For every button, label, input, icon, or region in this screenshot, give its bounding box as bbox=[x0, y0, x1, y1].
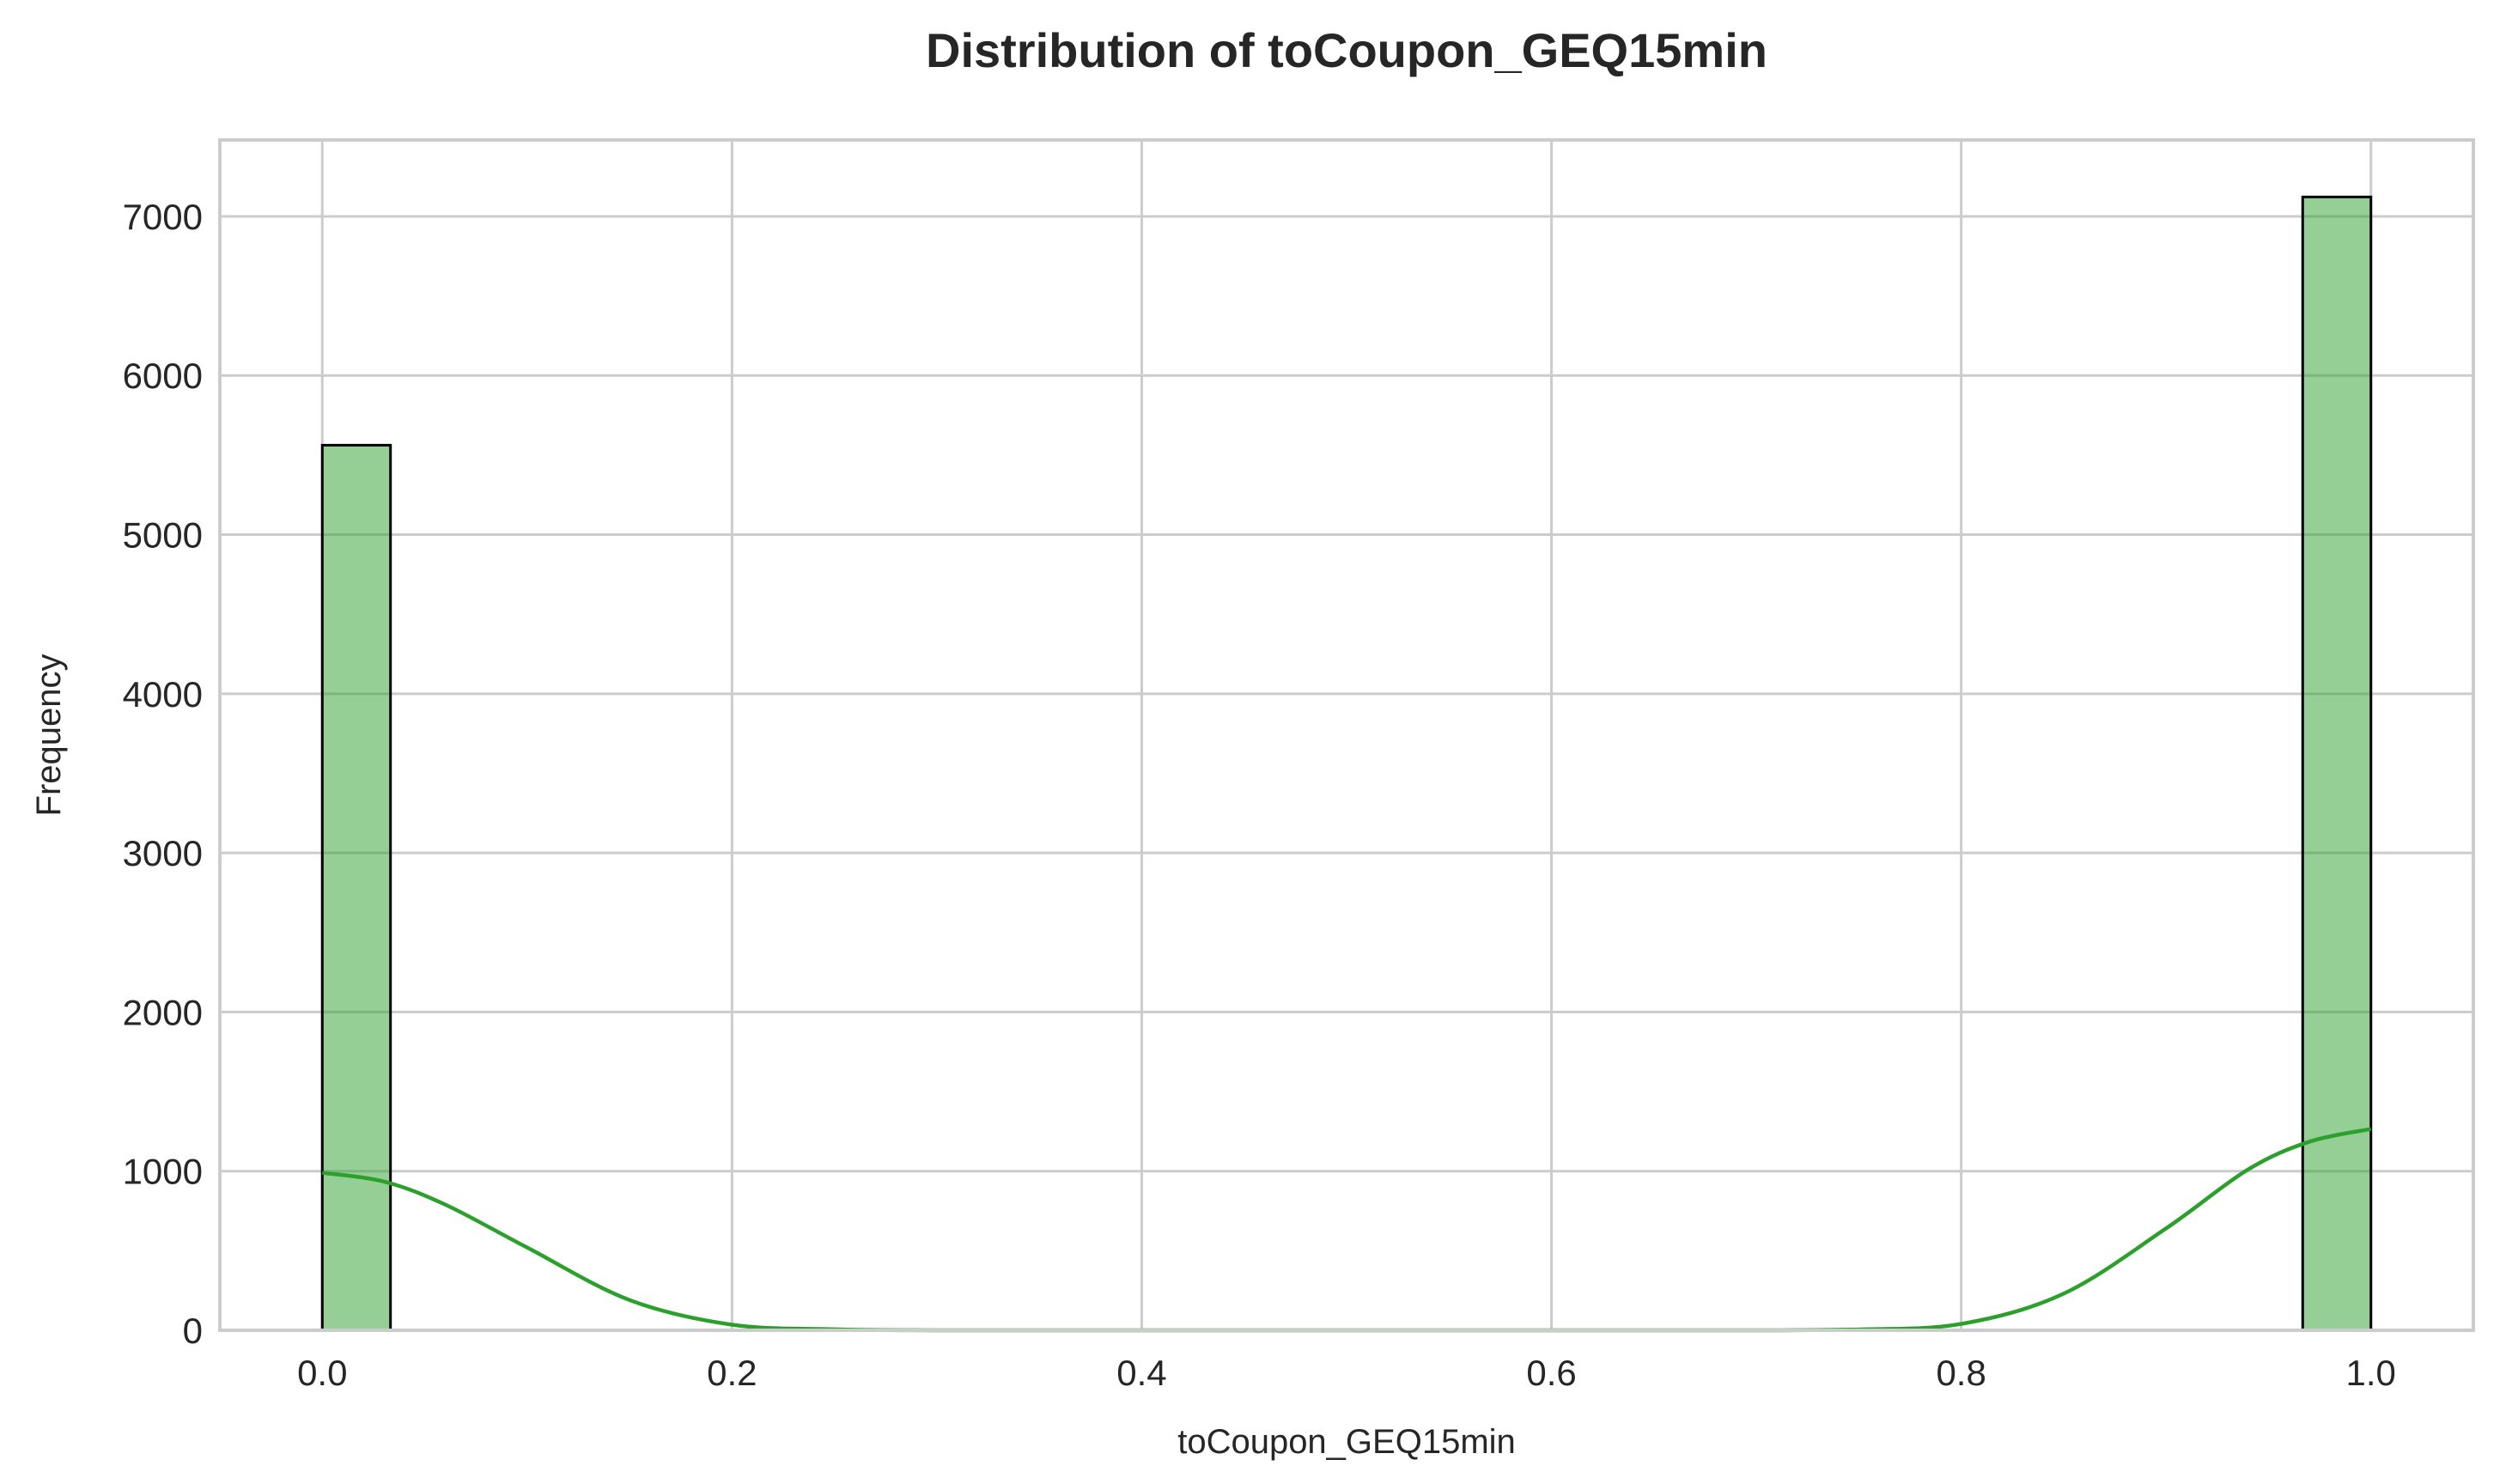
histogram-bar bbox=[320, 443, 392, 1332]
y-axis-label: Frequency bbox=[30, 654, 68, 817]
tick-layer: 0.0 0.2 0.4 0.6 0.8 1.0 0 1000 2000 3000 4000 5000 6… bbox=[123, 197, 2396, 1393]
y-tick-label: 4000 bbox=[123, 674, 203, 715]
plot-frame bbox=[218, 138, 2475, 1332]
bar-layer bbox=[320, 195, 2373, 1332]
x-tick-label: 1.0 bbox=[2346, 1353, 2396, 1393]
y-tick-label: 0 bbox=[183, 1311, 203, 1351]
histogram-bar bbox=[2301, 195, 2373, 1332]
y-tick-label: 5000 bbox=[123, 515, 203, 556]
kde-layer bbox=[321, 1127, 2372, 1333]
y-tick-label: 1000 bbox=[123, 1152, 203, 1192]
x-tick-label: 0.6 bbox=[1526, 1353, 1576, 1393]
kde-curve bbox=[321, 1127, 2372, 1333]
x-tick-label: 0.0 bbox=[297, 1353, 347, 1393]
grid-layer bbox=[220, 140, 2473, 1332]
x-tick-label: 0.2 bbox=[707, 1353, 757, 1393]
x-tick-label: 0.8 bbox=[1936, 1353, 1986, 1393]
y-tick-label: 3000 bbox=[123, 833, 203, 873]
chart-title: Distribution of toCoupon_GEQ15min bbox=[926, 23, 1767, 77]
x-axis-label: toCoupon_GEQ15min bbox=[1177, 1423, 1516, 1461]
y-tick-label: 6000 bbox=[123, 356, 203, 396]
y-tick-label: 7000 bbox=[123, 197, 203, 237]
y-tick-label: 2000 bbox=[123, 992, 203, 1032]
x-tick-label: 0.4 bbox=[1116, 1353, 1166, 1393]
